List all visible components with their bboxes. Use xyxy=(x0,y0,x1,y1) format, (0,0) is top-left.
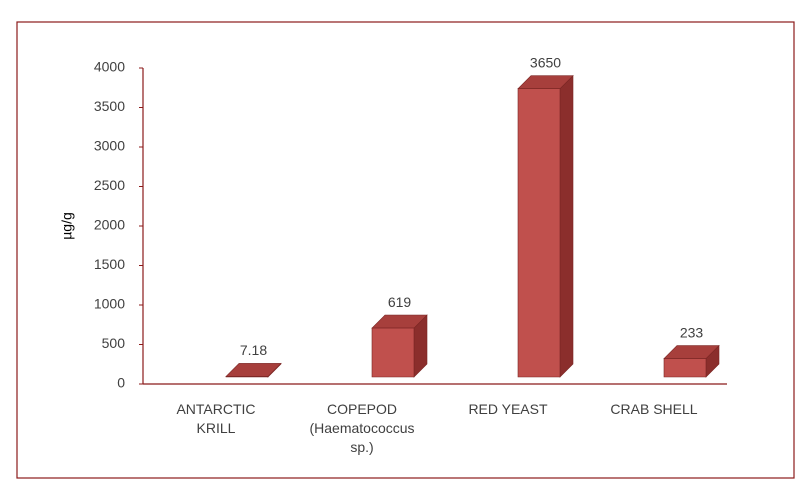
y-tick-label: 3500 xyxy=(94,98,125,114)
bar-front xyxy=(371,327,415,378)
x-tick-label: RED YEAST xyxy=(468,401,548,417)
y-tick-label: 4000 xyxy=(94,59,125,75)
y-tick-label: 0 xyxy=(117,375,125,391)
y-tick-label: 500 xyxy=(102,335,126,351)
y-axis-label: µg/g xyxy=(59,212,75,240)
y-tick-label: 2000 xyxy=(94,217,125,233)
value-label: 3650 xyxy=(530,54,561,70)
value-label: 233 xyxy=(680,324,704,340)
bar-front xyxy=(225,376,269,378)
chart-border xyxy=(16,21,795,479)
bar-front xyxy=(663,358,707,378)
bar-side xyxy=(559,74,574,378)
bar-front xyxy=(517,88,561,378)
value-label: 619 xyxy=(388,294,412,310)
bar-top xyxy=(225,363,282,377)
y-tick-label: 2500 xyxy=(94,177,125,193)
bar xyxy=(371,314,428,378)
y-tick-label: 3000 xyxy=(94,138,125,154)
bar xyxy=(517,74,574,378)
x-tick-label: ANTARCTIC KRILL xyxy=(176,401,256,436)
bar xyxy=(663,344,720,378)
y-tick-label: 1000 xyxy=(94,296,125,312)
x-tick-label: CRAB SHELL xyxy=(610,401,698,417)
value-label: 7.18 xyxy=(240,342,267,358)
bar xyxy=(225,362,282,378)
y-tick-label: 1500 xyxy=(94,256,125,272)
x-tick-label: COPEPOD (Haematococcus sp.) xyxy=(309,401,415,455)
